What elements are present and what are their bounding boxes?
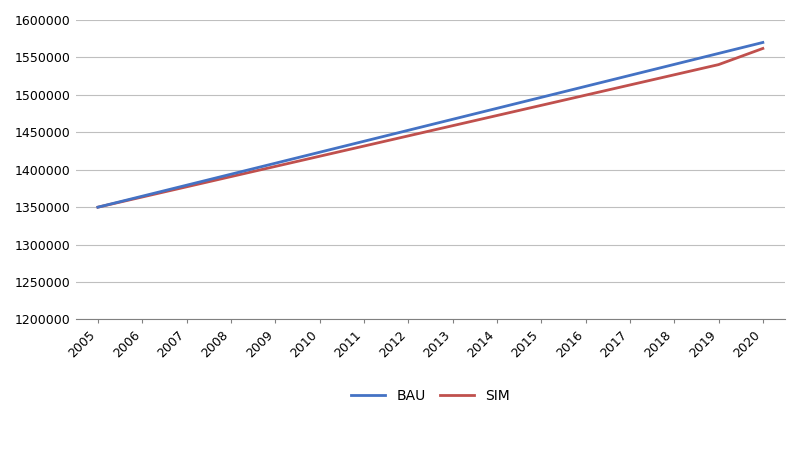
BAU <box>138 193 147 199</box>
BAU <box>758 40 768 45</box>
BAU <box>226 172 236 177</box>
SIM <box>226 174 236 179</box>
BAU <box>448 117 458 122</box>
SIM <box>138 194 147 200</box>
SIM <box>403 133 413 139</box>
Line: SIM: SIM <box>98 49 763 207</box>
SIM <box>625 82 634 88</box>
SIM <box>581 92 590 98</box>
SIM <box>714 62 723 67</box>
SIM <box>93 204 102 210</box>
BAU <box>270 161 280 166</box>
SIM <box>670 72 679 78</box>
SIM <box>758 46 768 51</box>
BAU <box>536 95 546 100</box>
BAU <box>492 106 502 111</box>
BAU <box>625 73 634 78</box>
BAU <box>581 84 590 89</box>
Legend: BAU, SIM: BAU, SIM <box>345 383 516 409</box>
SIM <box>182 184 191 190</box>
BAU <box>314 150 324 155</box>
SIM <box>536 103 546 108</box>
SIM <box>359 143 369 149</box>
SIM <box>448 123 458 129</box>
BAU <box>93 204 102 210</box>
BAU <box>182 183 191 188</box>
Line: BAU: BAU <box>98 43 763 207</box>
BAU <box>403 128 413 133</box>
SIM <box>492 113 502 118</box>
BAU <box>714 50 723 56</box>
SIM <box>270 164 280 169</box>
SIM <box>314 153 324 159</box>
BAU <box>359 139 369 144</box>
BAU <box>670 62 679 67</box>
